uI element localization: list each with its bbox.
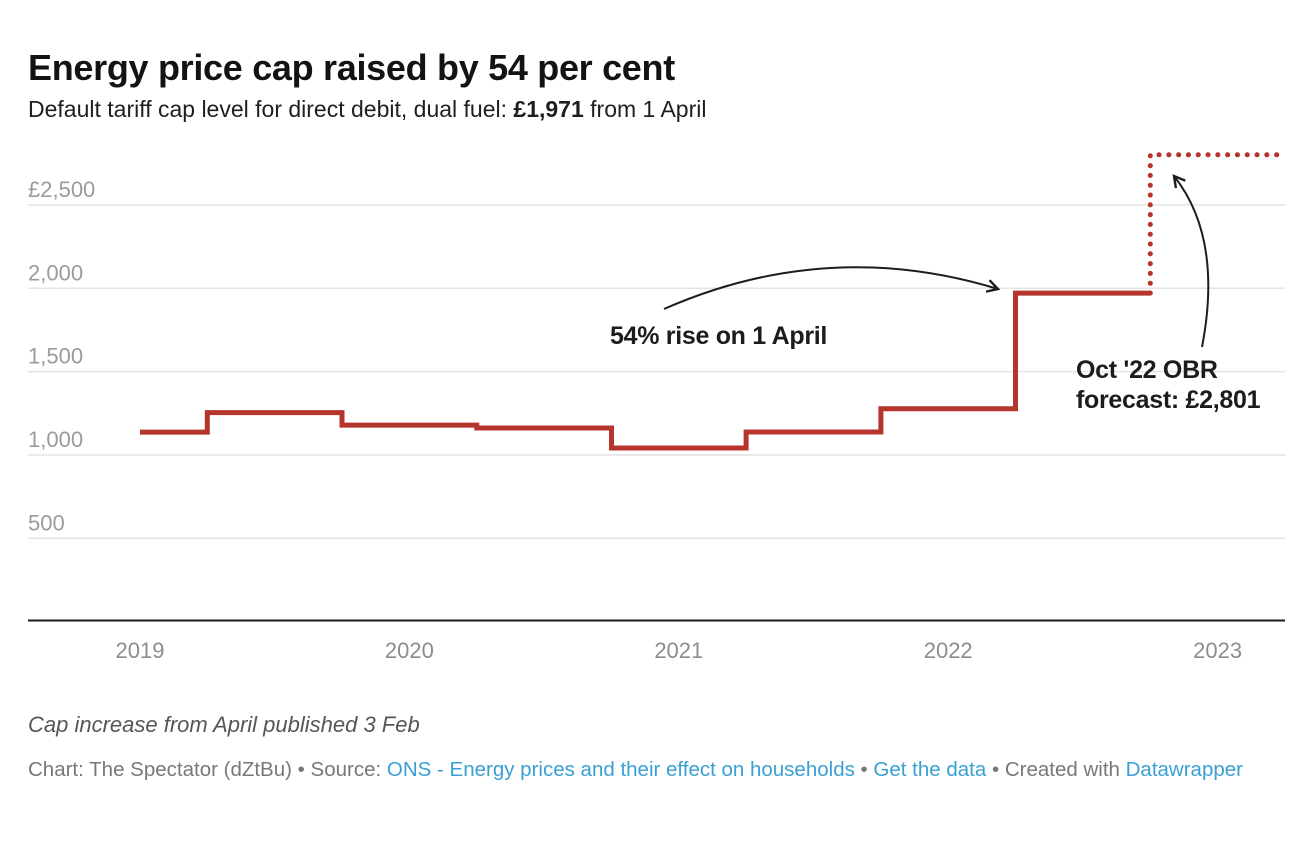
subtitle-suffix: from 1 April xyxy=(583,96,707,122)
chart-subtitle: Default tariff cap level for direct debi… xyxy=(28,96,706,123)
obr-forecast-dotted-line xyxy=(1147,152,1288,296)
y-axis-tick-label: 1,500 xyxy=(28,344,83,369)
forecast-annotation-label: Oct '22 OBR forecast: £2,801 xyxy=(1076,355,1261,415)
byline-separator: • xyxy=(854,758,874,781)
forecast-annotation-line1: Oct '22 OBR xyxy=(1076,356,1218,384)
x-axis-year-label: 2020 xyxy=(385,638,434,663)
rise-annotation-arrow xyxy=(663,266,1001,310)
get-the-data-link[interactable]: Get the data xyxy=(873,758,987,781)
x-axis-year-label: 2021 xyxy=(654,638,703,663)
y-axis-tick-label: 1,000 xyxy=(28,427,83,452)
x-axis-year-label: 2019 xyxy=(116,638,165,663)
forecast-annotation-arrow xyxy=(1172,174,1210,348)
subtitle-cap-value: £1,971 xyxy=(513,96,584,122)
price-cap-line xyxy=(140,290,1151,451)
y-axis-tick-label: 500 xyxy=(28,510,65,535)
page-title: Energy price cap raised by 54 per cent xyxy=(28,47,675,89)
subtitle-text: Default tariff cap level for direct debi… xyxy=(28,96,514,122)
x-axis-year-label: 2022 xyxy=(924,638,973,663)
chart-byline: Chart: The Spectator (dZtBu) • Source: O… xyxy=(28,755,1243,785)
byline-created-with-text: • Created with xyxy=(986,758,1126,781)
y-axis-tick-label: 2,000 xyxy=(28,260,83,285)
forecast-annotation-line2: forecast: £2,801 xyxy=(1076,386,1261,414)
y-axis-tick-label: £2,500 xyxy=(28,177,95,202)
x-axis-year-label: 2023 xyxy=(1193,638,1242,663)
byline-credit-text: Chart: The Spectator (dZtBu) • Source: xyxy=(28,758,387,781)
source-link[interactable]: ONS - Energy prices and their effect on … xyxy=(386,758,855,781)
chart-plot-area: £2,500 2,000 1,500 1,000 500 2019 2020 2021 2022… xyxy=(28,152,1288,663)
rise-annotation-label: 54% rise on 1 April xyxy=(610,322,828,350)
datawrapper-link[interactable]: Datawrapper xyxy=(1125,758,1243,781)
chart-footnote: Cap increase from April published 3 Feb xyxy=(28,712,420,737)
